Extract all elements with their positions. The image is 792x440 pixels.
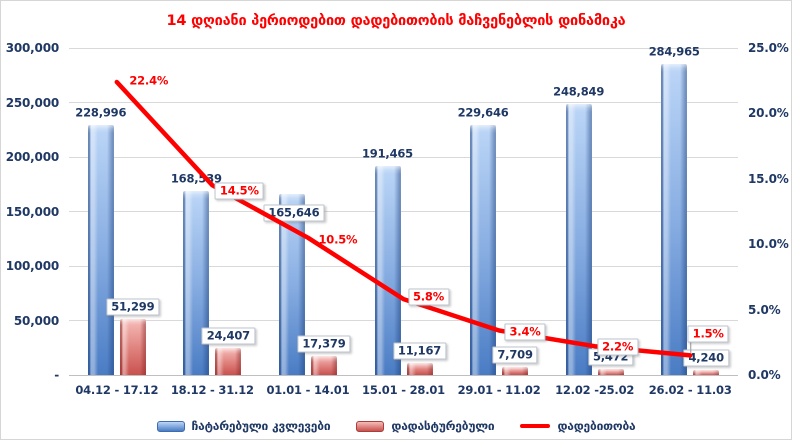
line-label-positivity: 1.5% [687,325,729,343]
gridline [69,211,738,212]
y-axis-tick-right: 10.0% [748,237,789,252]
bar-label-confirmed: 51,299 [106,298,160,316]
bar-confirmed[interactable] [597,369,624,375]
legend-label-positivity: დადებითობა [557,419,636,433]
y-axis-tick-right: 25.0% [748,41,789,55]
x-axis-category: 18.12 - 31.12 [170,383,254,397]
y-axis-tick-left: - [54,368,59,382]
x-axis-category: 04.12 - 17.12 [75,383,159,397]
legend-item-positivity[interactable]: დადებითობა [520,419,636,433]
x-axis-category: 26.02 - 11.03 [648,383,732,397]
bar-confirmed[interactable] [406,362,433,375]
x-axis-category: 12.02 -25.02 [555,383,635,397]
red-bar-swatch-icon [356,420,385,432]
bar-confirmed[interactable] [215,348,242,375]
y-axis-tick-right: 20.0% [748,106,789,121]
bar-label-confirmed: 4,240 [683,349,729,367]
bar-label-confirmed: 24,407 [201,327,255,345]
legend-label-confirmed: დადასტურებული [391,419,495,433]
bar-label-tests: 165,646 [263,204,325,222]
x-axis-category: 15.01 - 28.01 [362,383,445,397]
gridline [69,265,738,267]
y-axis-tick-right: 5.0% [748,302,781,317]
y-axis-tick-right: 15.0% [748,171,789,186]
y-axis-tick-left: 200,000 [5,150,59,164]
legend-item-confirmed[interactable]: დადასტურებული [356,419,495,433]
gridline [69,320,738,321]
chart-title: 14 დღიანი პერიოდებით დადებითობის მაჩვენე… [166,13,626,29]
bar-confirmed[interactable] [502,366,529,375]
bar-label-confirmed: 17,379 [297,335,351,353]
bar-label-tests: 228,996 [75,105,127,120]
bar-label-tests: 191,465 [362,146,413,161]
line-label-positivity: 2.2% [597,338,639,356]
gridline [69,102,738,103]
bar-label-confirmed: 11,167 [392,342,447,360]
gridline [69,47,738,49]
bar-confirmed[interactable] [119,319,146,375]
y-axis-tick-left: 50,000 [13,313,59,328]
line-label-positivity: 14.5% [214,182,264,200]
legend-label-tests: ჩატარებული კვლევები [191,419,331,433]
y-axis-tick-right: 0.0% [748,368,781,382]
bar-label-tests: 284,965 [648,44,700,59]
line-label-positivity: 3.4% [504,323,546,341]
x-axis-category: 01.01 - 14.01 [266,383,350,397]
bar-tests[interactable] [565,103,592,375]
bar-label-tests: 248,849 [553,84,605,99]
bar-tests[interactable] [661,64,688,375]
red-line-swatch-icon [520,424,551,428]
bar-tests[interactable] [183,191,210,375]
line-label-positivity: 10.5% [318,232,358,247]
bar-tests[interactable] [87,125,114,375]
bar-confirmed[interactable] [310,356,337,375]
gridline [69,374,738,376]
y-axis-tick-left: 250,000 [5,95,59,110]
legend: ჩატარებული კვლევები დადასტურებული დადები… [1,419,791,433]
bar-label-tests: 229,646 [457,105,509,120]
y-axis-tick-left: 100,000 [5,259,59,273]
blue-bar-swatch-icon [156,420,185,432]
line-label-positivity: 22.4% [129,73,169,88]
bar-confirmed[interactable] [693,370,720,375]
line-label-positivity: 5.8% [407,288,450,306]
y-axis-tick-left: 150,000 [5,204,59,219]
bar-tests[interactable] [470,124,497,375]
x-axis-category: 29.01 - 11.02 [457,383,541,397]
y-axis-tick-left: 300,000 [5,41,59,55]
legend-item-tests[interactable]: ჩატარებული კვლევები [156,419,331,433]
bar-label-confirmed: 7,709 [492,346,538,364]
